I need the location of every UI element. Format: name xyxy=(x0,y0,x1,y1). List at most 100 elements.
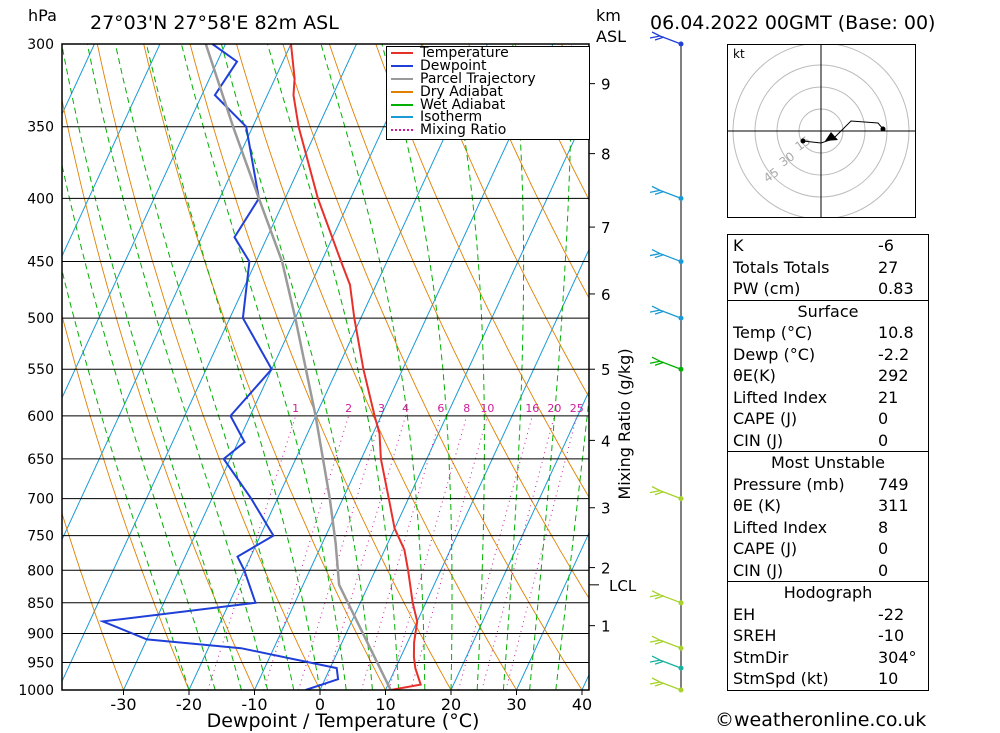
legend-label: Wet Adiabat xyxy=(420,96,506,113)
wet-adiabat-line xyxy=(86,44,269,690)
pressure-tick-label: 1000 xyxy=(18,683,54,699)
legend-item: Dewpoint xyxy=(387,59,589,73)
wind-barb xyxy=(649,655,682,669)
table-row: Pressure (mb) 749 xyxy=(728,474,928,496)
pressure-tick-label: 900 xyxy=(27,626,54,642)
isotherm-line xyxy=(450,390,589,690)
table-row: EH -22 xyxy=(728,604,928,626)
table-row: CAPE (J) 0 xyxy=(728,538,928,560)
hodograph-point xyxy=(880,126,886,132)
km-tick-label: 1 xyxy=(601,618,611,636)
mixing-ratio-line xyxy=(207,415,297,690)
wet-adiabat-line xyxy=(62,44,242,690)
wet-adiabat-line xyxy=(502,44,525,690)
table-row-value: -10 xyxy=(878,626,905,645)
legend-label: Parcel Trajectory xyxy=(420,70,536,87)
wet-adiabat-line xyxy=(267,44,400,690)
km-tick-label: 8 xyxy=(601,146,611,164)
pressure-tick-label: 850 xyxy=(27,596,54,612)
x-tick-label: 10 xyxy=(375,695,395,714)
wet-adiabat-line xyxy=(145,44,321,690)
copyright-symbol: © xyxy=(715,709,734,731)
pressure-tick-label: 950 xyxy=(27,655,54,671)
wind-barb xyxy=(649,590,682,604)
legend-item: Wet Adiabat xyxy=(387,96,589,113)
mixing-ratio-label: 10 xyxy=(480,402,494,415)
wind-barb xyxy=(649,305,682,319)
table-row-label: Dewp (°C) xyxy=(733,344,816,364)
table-row-value: 0 xyxy=(878,430,889,450)
table-row: Temp (°C) 10.8 xyxy=(728,322,928,344)
table-row-label: SREH xyxy=(733,626,777,645)
table-row-value: 27 xyxy=(878,257,899,277)
pressure-tick-label: 750 xyxy=(27,529,54,545)
isotherm-line xyxy=(62,44,357,683)
table-row-value: 0 xyxy=(878,409,889,428)
wet-adiabat-line xyxy=(180,44,347,690)
pressure-tick-label: 350 xyxy=(27,120,54,136)
dry-adiabat-line xyxy=(282,44,583,690)
table-row-label: PW (cm) xyxy=(733,279,801,298)
pressure-tick-label: 450 xyxy=(27,255,54,271)
table-row: CIN (J) 0 xyxy=(728,560,928,582)
wind-barb xyxy=(649,635,682,649)
table-row: θE(K) 292 xyxy=(728,365,928,387)
table-row-label: StmDir xyxy=(733,647,789,667)
table-row: CIN (J) 0 xyxy=(728,430,928,452)
pressure-tick-label: 400 xyxy=(27,191,54,207)
profile-dewpoint xyxy=(98,44,340,690)
table-row-label: θE(K) xyxy=(733,366,776,385)
mixing-ratio-label: 1 xyxy=(292,402,299,415)
lcl-label: LCL xyxy=(609,577,637,595)
km-tick-label: 6 xyxy=(601,286,611,304)
table-row-label: Pressure (mb) xyxy=(733,474,845,494)
dry-adiabat-line xyxy=(236,44,517,690)
table-row: Lifted Index 8 xyxy=(728,517,928,539)
table-row: CAPE (J) 0 xyxy=(728,408,928,430)
table-row: Lifted Index 21 xyxy=(728,387,928,409)
mixing-ratio-line xyxy=(298,415,382,690)
dry-adiabat-line xyxy=(375,44,589,499)
pressure-tick-label: 700 xyxy=(27,492,54,508)
isotherm-line xyxy=(254,44,554,690)
hodograph-ring-label: 45 xyxy=(761,165,782,185)
indices-table: K -6 Totals Totals 27 PW (cm) 0.83 Surface Te… xyxy=(727,234,929,691)
km-unit-label: km xyxy=(596,6,621,25)
km-tick-label: 5 xyxy=(601,361,611,379)
pressure-tick-label: 500 xyxy=(27,311,54,327)
table-row-value: 21 xyxy=(878,387,899,407)
table-row: SREH -10 xyxy=(728,625,928,647)
x-tick-label: 0 xyxy=(315,695,325,714)
wet-adiabat-line xyxy=(381,44,453,690)
legend-swatch xyxy=(391,65,413,68)
x-tick-label: -20 xyxy=(176,695,202,714)
x-tick-label: 40 xyxy=(572,695,592,714)
site-name: weatheronline.co.uk xyxy=(734,709,927,731)
dry-adiabat-line xyxy=(979,44,1000,690)
plot-frame xyxy=(61,43,590,691)
copyright-footer: ©weatheronline.co.uk xyxy=(715,709,926,731)
table-row-label: CIN (J) xyxy=(733,560,784,580)
legend-item: Mixing Ratio xyxy=(387,123,589,137)
wind-barb xyxy=(649,185,682,199)
km-tick-label: 9 xyxy=(601,76,611,94)
mixing-ratio-label: 3 xyxy=(378,402,385,415)
table-row-value: 0.83 xyxy=(878,279,914,298)
isotherm-line xyxy=(62,44,161,258)
table-row-value: -2.2 xyxy=(878,344,910,364)
isotherm-line xyxy=(0,44,29,690)
wind-barb xyxy=(649,486,682,500)
mixing-ratio-axis-label: Mixing Ratio (g/kg) xyxy=(615,348,634,499)
table-row-label: CAPE (J) xyxy=(733,539,798,558)
table-row-label: CIN (J) xyxy=(733,430,784,450)
pressure-tick-label: 800 xyxy=(27,563,54,579)
legend-item: Parcel Trajectory xyxy=(387,70,589,87)
legend-swatch xyxy=(391,116,413,119)
table-row: StmDir 304° xyxy=(728,647,928,669)
wet-adiabat-line xyxy=(447,44,485,690)
table-row: StmSpd (kt) 10 xyxy=(728,668,928,690)
wet-adiabat-line xyxy=(62,163,216,690)
table-row-label: θE (K) xyxy=(733,496,781,515)
table-row-value: 8 xyxy=(878,517,889,537)
